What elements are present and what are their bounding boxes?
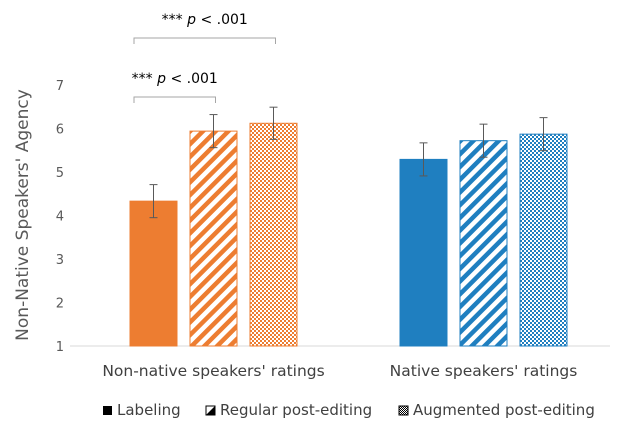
bar [399, 158, 448, 347]
y-tick-label: 1 [56, 340, 64, 355]
significance-label: *** p < .001 [162, 12, 248, 28]
legend-swatch [398, 405, 409, 416]
legend-item: Regular post-editing [205, 401, 372, 419]
significance-bracket [133, 96, 216, 103]
error-bar [269, 106, 278, 140]
error-bar [149, 184, 158, 219]
y-tick-label: 7 [56, 79, 64, 94]
significance-annotations: *** p < .001 *** p < .001 [132, 12, 276, 103]
legend-label: Regular post-editing [220, 401, 372, 419]
bar [459, 140, 508, 347]
y-tick-label: 6 [56, 123, 64, 138]
legend-label: Augmented post-editing [413, 401, 595, 419]
bars [129, 122, 568, 347]
category-label: Native speakers' ratings [390, 362, 578, 380]
y-axis: 1 2 3 4 5 6 7 [56, 79, 64, 355]
bar [129, 200, 178, 347]
bar [249, 122, 298, 347]
legend-item: Labeling [103, 401, 181, 419]
error-bars [149, 106, 548, 219]
legend-item: Augmented post-editing [398, 401, 595, 419]
error-bar [419, 142, 428, 177]
legend-swatch [103, 406, 112, 415]
y-tick-label: 2 [56, 297, 64, 312]
error-bar [209, 114, 218, 149]
category-label: Non-native speakers' ratings [102, 362, 324, 380]
y-tick-label: 5 [56, 166, 64, 181]
bar [519, 133, 568, 347]
significance-bracket [133, 37, 276, 44]
legend: Labeling Regular post-editing Augmented po… [103, 401, 595, 419]
category-labels: Non-native speakers' ratings Native speak… [102, 362, 577, 380]
legend-label: Labeling [117, 401, 181, 419]
error-bar [479, 123, 488, 158]
bar [189, 130, 238, 347]
error-bar [539, 117, 548, 152]
y-axis-label: Non-Native Speakers' Agency [13, 89, 33, 341]
y-tick-label: 4 [56, 210, 64, 225]
y-tick-label: 3 [56, 253, 64, 268]
legend-swatch [205, 405, 216, 416]
significance-label: *** p < .001 [132, 71, 218, 87]
